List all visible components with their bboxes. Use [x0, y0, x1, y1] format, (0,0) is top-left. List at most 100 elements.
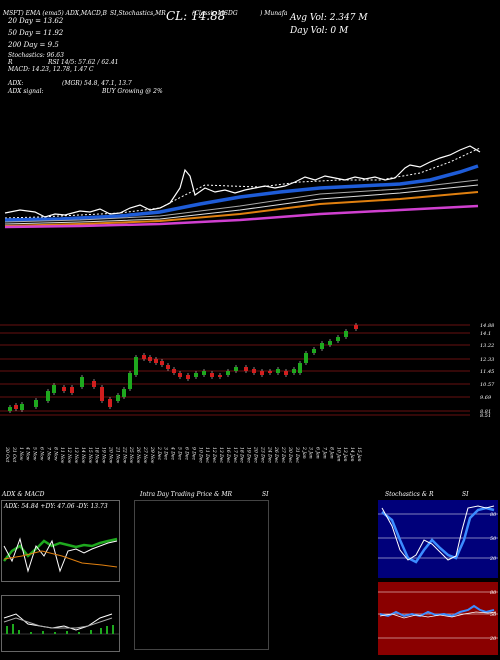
candle-down — [244, 367, 248, 371]
ema-white-dotted — [4, 147, 481, 219]
ema-magenta — [4, 204, 479, 229]
stoch-level-80: 80 — [490, 512, 497, 518]
candle-up — [298, 363, 302, 373]
chart-title-stock: (Classic MSDG — [192, 10, 238, 17]
rsi-level-50: 50 — [490, 612, 497, 618]
average-volume: Avg Vol: 2.347 M — [290, 13, 368, 23]
date-label: 14 Jan — [349, 447, 355, 462]
candle-down — [14, 405, 18, 409]
date-label: 7 Nov — [45, 447, 51, 461]
date-label: 2 Dec — [156, 446, 162, 461]
date-label: 12 Dec — [211, 447, 217, 463]
chart-title: MSFT) EMA (ema5) ADX,MACD,B — [3, 10, 107, 17]
candle-up — [128, 373, 132, 389]
date-label: 6 Nov — [39, 447, 45, 461]
date-label: 16 Dec — [225, 447, 231, 463]
price-axis-label: 8.51 — [480, 413, 491, 419]
stochastics-value: Stochastics: 96.63 — [8, 52, 64, 59]
rsi-prefix: R — [8, 59, 13, 66]
date-label: 30 Oct — [4, 447, 10, 462]
rsi-blue-line — [379, 604, 495, 618]
candles — [8, 323, 358, 413]
price-axis-label: 14.1 — [480, 331, 491, 337]
date-label: 2 Jan — [301, 446, 307, 459]
candle-up — [276, 369, 280, 373]
date-label: 3 Jan — [308, 447, 314, 459]
price-axis-label: 11.45 — [480, 369, 494, 375]
adx-white-line — [3, 537, 118, 573]
adx-macd-title: ADX & MACD — [2, 491, 45, 498]
candle-down — [70, 387, 74, 393]
adx-label: ADX: — [8, 80, 24, 87]
candle-down — [178, 373, 182, 377]
candle-down — [166, 365, 170, 369]
date-label: 15 Nov — [87, 447, 93, 464]
stoch-white-line — [381, 505, 495, 561]
price-axis-label: 10.57 — [480, 382, 495, 388]
candle-down — [186, 375, 190, 379]
candle-up — [312, 349, 316, 353]
macd-value: MACD: 14.23, 12.78, 1.47 C — [8, 66, 94, 73]
date-label: 10 Dec — [197, 447, 203, 463]
candle-up — [46, 391, 50, 401]
date-axis: 30 Oct 31 Oct 1 Nov 4 Nov 5 Nov 6 Nov 7 Nov 8 N… — [4, 446, 362, 464]
macd-gray-line — [3, 617, 113, 629]
candle-up — [134, 357, 138, 375]
date-label: 30 Dec — [287, 447, 293, 463]
candle-down — [154, 359, 158, 363]
date-label: 9 Dec — [190, 447, 196, 461]
price-gridlines — [0, 324, 470, 416]
candle-up — [328, 341, 332, 345]
candle-up — [80, 377, 84, 387]
date-label: 26 Dec — [273, 446, 279, 463]
candle-up — [34, 400, 38, 407]
buy-signal: BUY Growing @ 2% — [102, 88, 163, 95]
intraday-title: Intra Day Trading Price & MR — [140, 491, 233, 498]
price-axis-label: 8.81 — [480, 409, 491, 415]
candle-up — [336, 337, 340, 341]
dma-50: 50 Day = 11.92 — [8, 29, 64, 37]
adx-orange-line — [3, 550, 118, 568]
candle-up — [8, 407, 12, 411]
candle-up — [234, 367, 238, 371]
candle-down — [148, 357, 152, 361]
date-label: 12 Nov — [66, 447, 72, 464]
date-label: 26 Nov — [135, 446, 141, 464]
date-label: 13 Jan — [342, 447, 348, 462]
date-label: 29 Nov — [149, 446, 155, 464]
date-label: 7 Jan — [321, 447, 327, 459]
candle-up — [52, 385, 56, 393]
price-axis-label: 14.88 — [480, 323, 494, 329]
candle-down — [260, 371, 264, 375]
price-line — [4, 145, 481, 218]
candle-down — [172, 369, 176, 373]
intraday-si-label: SI — [262, 491, 269, 498]
candle-up — [116, 395, 120, 401]
date-label: 1 Nov — [18, 447, 24, 461]
close-price-label: CL: 14.88 — [166, 9, 226, 23]
candle-down — [218, 375, 222, 377]
price-axis-label: 13.22 — [480, 343, 494, 349]
stoch-blue-line — [381, 506, 495, 564]
stoch-si-label: SI — [462, 491, 469, 498]
ema-light — [4, 184, 479, 225]
stoch-level-50: 50 — [490, 536, 497, 542]
rsi-value: RSI 14/5: 57.62 / 62.41 — [48, 59, 119, 66]
date-label: 13 Nov — [73, 447, 79, 464]
candlestick-chart: 14.88 14.1 13.22 12.33 11.45 10.57 9.69 8.818.5… — [0, 323, 495, 419]
date-label: 25 Nov — [128, 446, 134, 464]
candle-up — [292, 369, 296, 373]
adx-signal-label: ADX signal: — [8, 88, 44, 95]
candle-up — [320, 343, 324, 349]
date-label: 14 Nov — [80, 447, 86, 464]
intraday-panel — [134, 500, 269, 650]
date-label: 18 Dec — [239, 447, 245, 463]
rsi-level-80: 80 — [490, 590, 497, 596]
date-label: 10 Jan — [335, 447, 341, 462]
ema-chart — [4, 145, 481, 229]
ema-gray — [4, 179, 479, 223]
adx-panel: ADX: 54.84 +DY: 47.06 -DY: 13.73 — [1, 500, 120, 582]
date-label: 5 Nov — [32, 447, 38, 461]
adx-values: (MGR) 54.8, 47.1, 13.7 — [62, 80, 132, 87]
candle-down — [210, 373, 214, 377]
